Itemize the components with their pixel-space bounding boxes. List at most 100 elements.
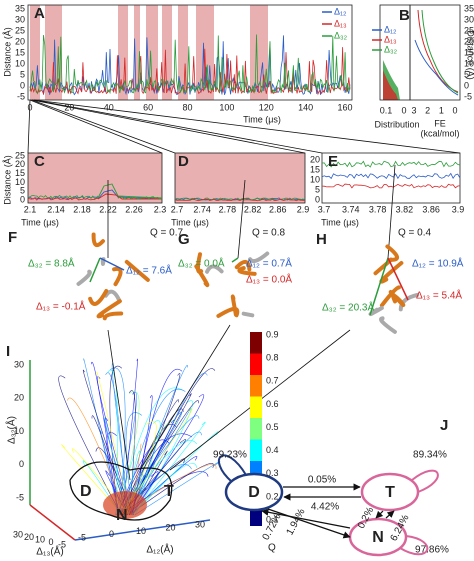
- probability: 99.23%: [213, 450, 247, 461]
- colorbar-segment: [250, 353, 262, 376]
- legend-entry: Δ₁₃: [384, 34, 397, 44]
- tick-label: 3.7: [318, 204, 331, 214]
- tick-label: 20: [15, 36, 25, 46]
- trace: [321, 160, 461, 168]
- trajectory: [82, 369, 131, 516]
- annotation: Δ₁₂ = 0.7Å: [246, 257, 292, 270]
- tick-label: 20: [64, 102, 74, 112]
- annotation: Q = 0.8: [252, 228, 286, 239]
- protein: [76, 232, 150, 321]
- tick-label: 40: [104, 102, 114, 112]
- legend-entry: Δ₁₃: [334, 18, 347, 28]
- tick-label: 3: [411, 105, 416, 115]
- tick-label: 0: [48, 537, 53, 547]
- distance-line: [231, 257, 239, 263]
- ribbon: [100, 257, 106, 266]
- tick-label: 10: [136, 526, 146, 536]
- ribbon: [379, 316, 397, 334]
- legend-entry: Δ₁₂: [384, 24, 397, 34]
- panel-label: I: [6, 343, 10, 360]
- ribbon: [91, 232, 105, 248]
- tick-label: 0.4: [266, 445, 279, 455]
- trace: [321, 172, 461, 180]
- trajectory: [126, 365, 188, 516]
- ribbon: [379, 261, 404, 284]
- tick-label: 0: [464, 80, 469, 90]
- axis-label: Distribution: [374, 119, 419, 129]
- connector: [27, 99, 31, 154]
- colorbar-segment: [250, 332, 262, 354]
- probability: 89.34%: [413, 450, 447, 461]
- tick-label: 15: [310, 164, 320, 174]
- shaded-region: [178, 5, 188, 100]
- tick-label: 2.1: [24, 204, 37, 214]
- trace: [29, 34, 351, 95]
- tick-label: -5: [16, 492, 24, 502]
- trajectory: [83, 358, 120, 516]
- shaded-region: [28, 153, 162, 203]
- tick-label: 2.18: [73, 204, 91, 214]
- axis-label: Time (μs): [243, 114, 281, 124]
- tick-label: 0: [452, 105, 457, 115]
- trajectory: [134, 400, 193, 516]
- state-label: T: [164, 483, 174, 500]
- ribbon: [96, 299, 122, 319]
- trajectory: [120, 408, 193, 516]
- plot-frame: [409, 4, 461, 101]
- tick-label: 0.7: [266, 376, 279, 386]
- tick-label: 3.82: [396, 204, 414, 214]
- tick-label: 2.74: [193, 204, 211, 214]
- trajectory: [125, 421, 157, 516]
- trajectory: [129, 373, 181, 516]
- self-arrow: [399, 535, 429, 556]
- colorbar-segment: [250, 375, 262, 397]
- panel-label: A: [34, 5, 45, 22]
- legend-entry: Δ₃₂: [334, 30, 348, 40]
- tick-label: 2.14: [47, 204, 65, 214]
- tick-label: 120: [259, 102, 274, 112]
- tick-label: 0.6: [266, 399, 279, 409]
- tick-label: 20: [464, 36, 474, 46]
- shaded-region: [118, 5, 128, 100]
- tick-label: 160: [337, 102, 352, 112]
- distance-line: [99, 257, 125, 271]
- trace: [117, 196, 163, 200]
- trace: [321, 183, 461, 189]
- trace: [97, 193, 162, 200]
- connector: [237, 179, 246, 259]
- arrow: [261, 508, 351, 529]
- distance-line: [387, 257, 409, 301]
- node-label: T: [385, 484, 395, 501]
- axis-label: Δ₁₃(Å): [36, 545, 63, 558]
- tick-label: 10: [14, 426, 24, 436]
- tick-label: 10: [15, 177, 25, 187]
- basin-outline: [69, 461, 173, 521]
- ribbon: [391, 293, 404, 304]
- decoration: [27, 4, 461, 541]
- axis: [29, 504, 76, 541]
- plot-frame: [27, 4, 353, 101]
- trace: [174, 197, 306, 201]
- fe-curve: [421, 9, 459, 94]
- annotation: Q = 0.4: [398, 228, 432, 239]
- connector: [33, 99, 461, 154]
- tick-label: 80: [182, 102, 192, 112]
- tick-label: -5: [464, 91, 472, 101]
- legend-entry: Δ₃₂: [384, 44, 398, 54]
- trace: [27, 194, 99, 200]
- tick-label: 0.1: [266, 514, 279, 524]
- tick-label: 20: [14, 393, 24, 403]
- ribbon: [102, 311, 124, 321]
- tick-label: 0: [109, 529, 114, 539]
- annotation: Q = 0.7: [150, 228, 184, 239]
- trajectory: [117, 391, 140, 516]
- tick-label: 35: [464, 3, 474, 13]
- shaded-region: [30, 5, 40, 100]
- tick-label: 2.7: [171, 204, 184, 214]
- tick-label: 5: [20, 186, 25, 196]
- tick-label: 15: [464, 47, 474, 57]
- ribbon: [237, 266, 257, 276]
- trajectory: [67, 397, 128, 516]
- tick-label: 10: [310, 174, 320, 184]
- ribbon: [234, 259, 252, 272]
